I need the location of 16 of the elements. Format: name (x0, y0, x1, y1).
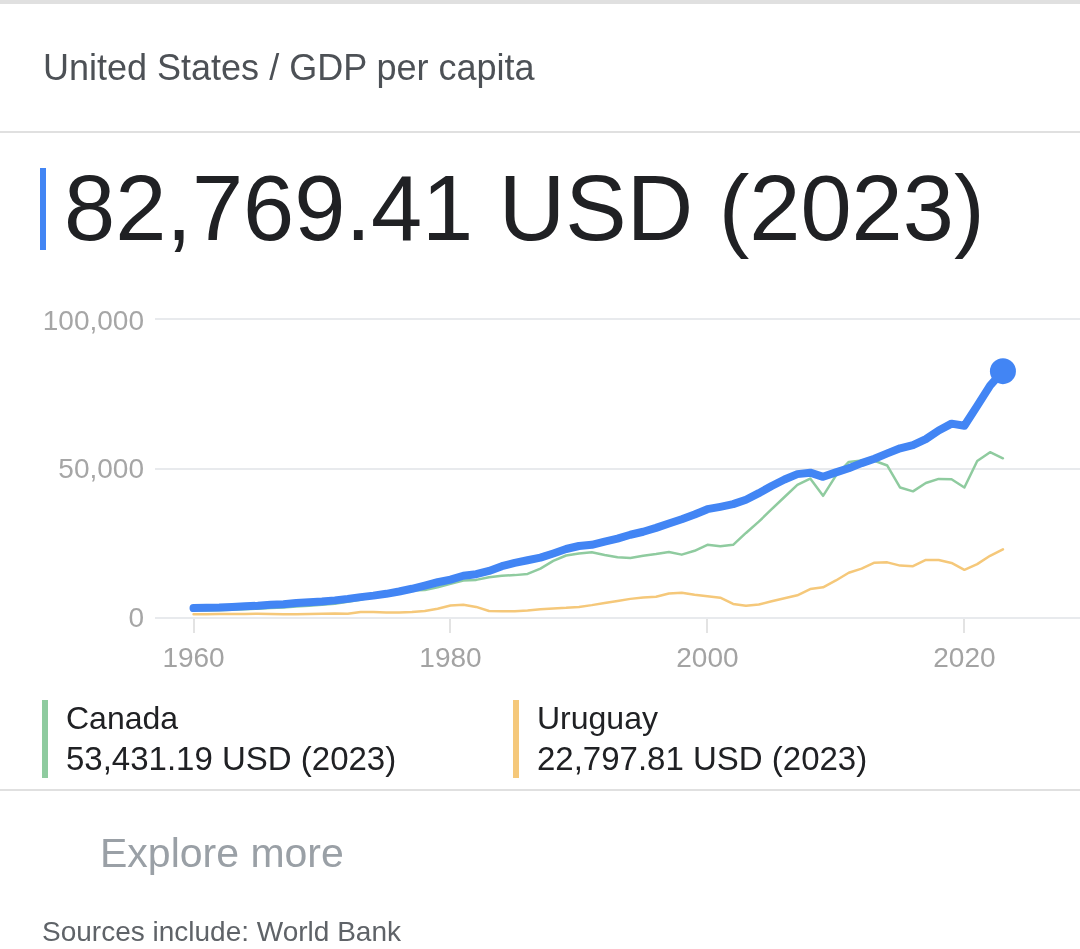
chart-title: United States / GDP per capita (43, 46, 536, 88)
line-series (192, 548, 1005, 616)
y-tick-label: 50,000 (58, 453, 144, 485)
text: Explore more (100, 830, 344, 876)
text: 53,431.19 USD (2023) (66, 740, 397, 777)
x-tick-label: 1960 (162, 641, 225, 673)
x-tick-label: 1980 (419, 641, 482, 673)
text: Uruguay (537, 700, 658, 736)
chart-subtitle: 82,769.41 USD (2023) (64, 157, 985, 259)
x-tick-label: 2020 (933, 641, 996, 673)
text: 22,797.81 USD (2023) (537, 740, 868, 777)
source-note: Sources include: World Bank (42, 916, 402, 947)
y-tick-label: 100,000 (42, 304, 144, 336)
y-tick-label: 0 (128, 601, 144, 633)
x-tick-label: 2000 (676, 641, 739, 673)
text: Canada (66, 700, 179, 736)
